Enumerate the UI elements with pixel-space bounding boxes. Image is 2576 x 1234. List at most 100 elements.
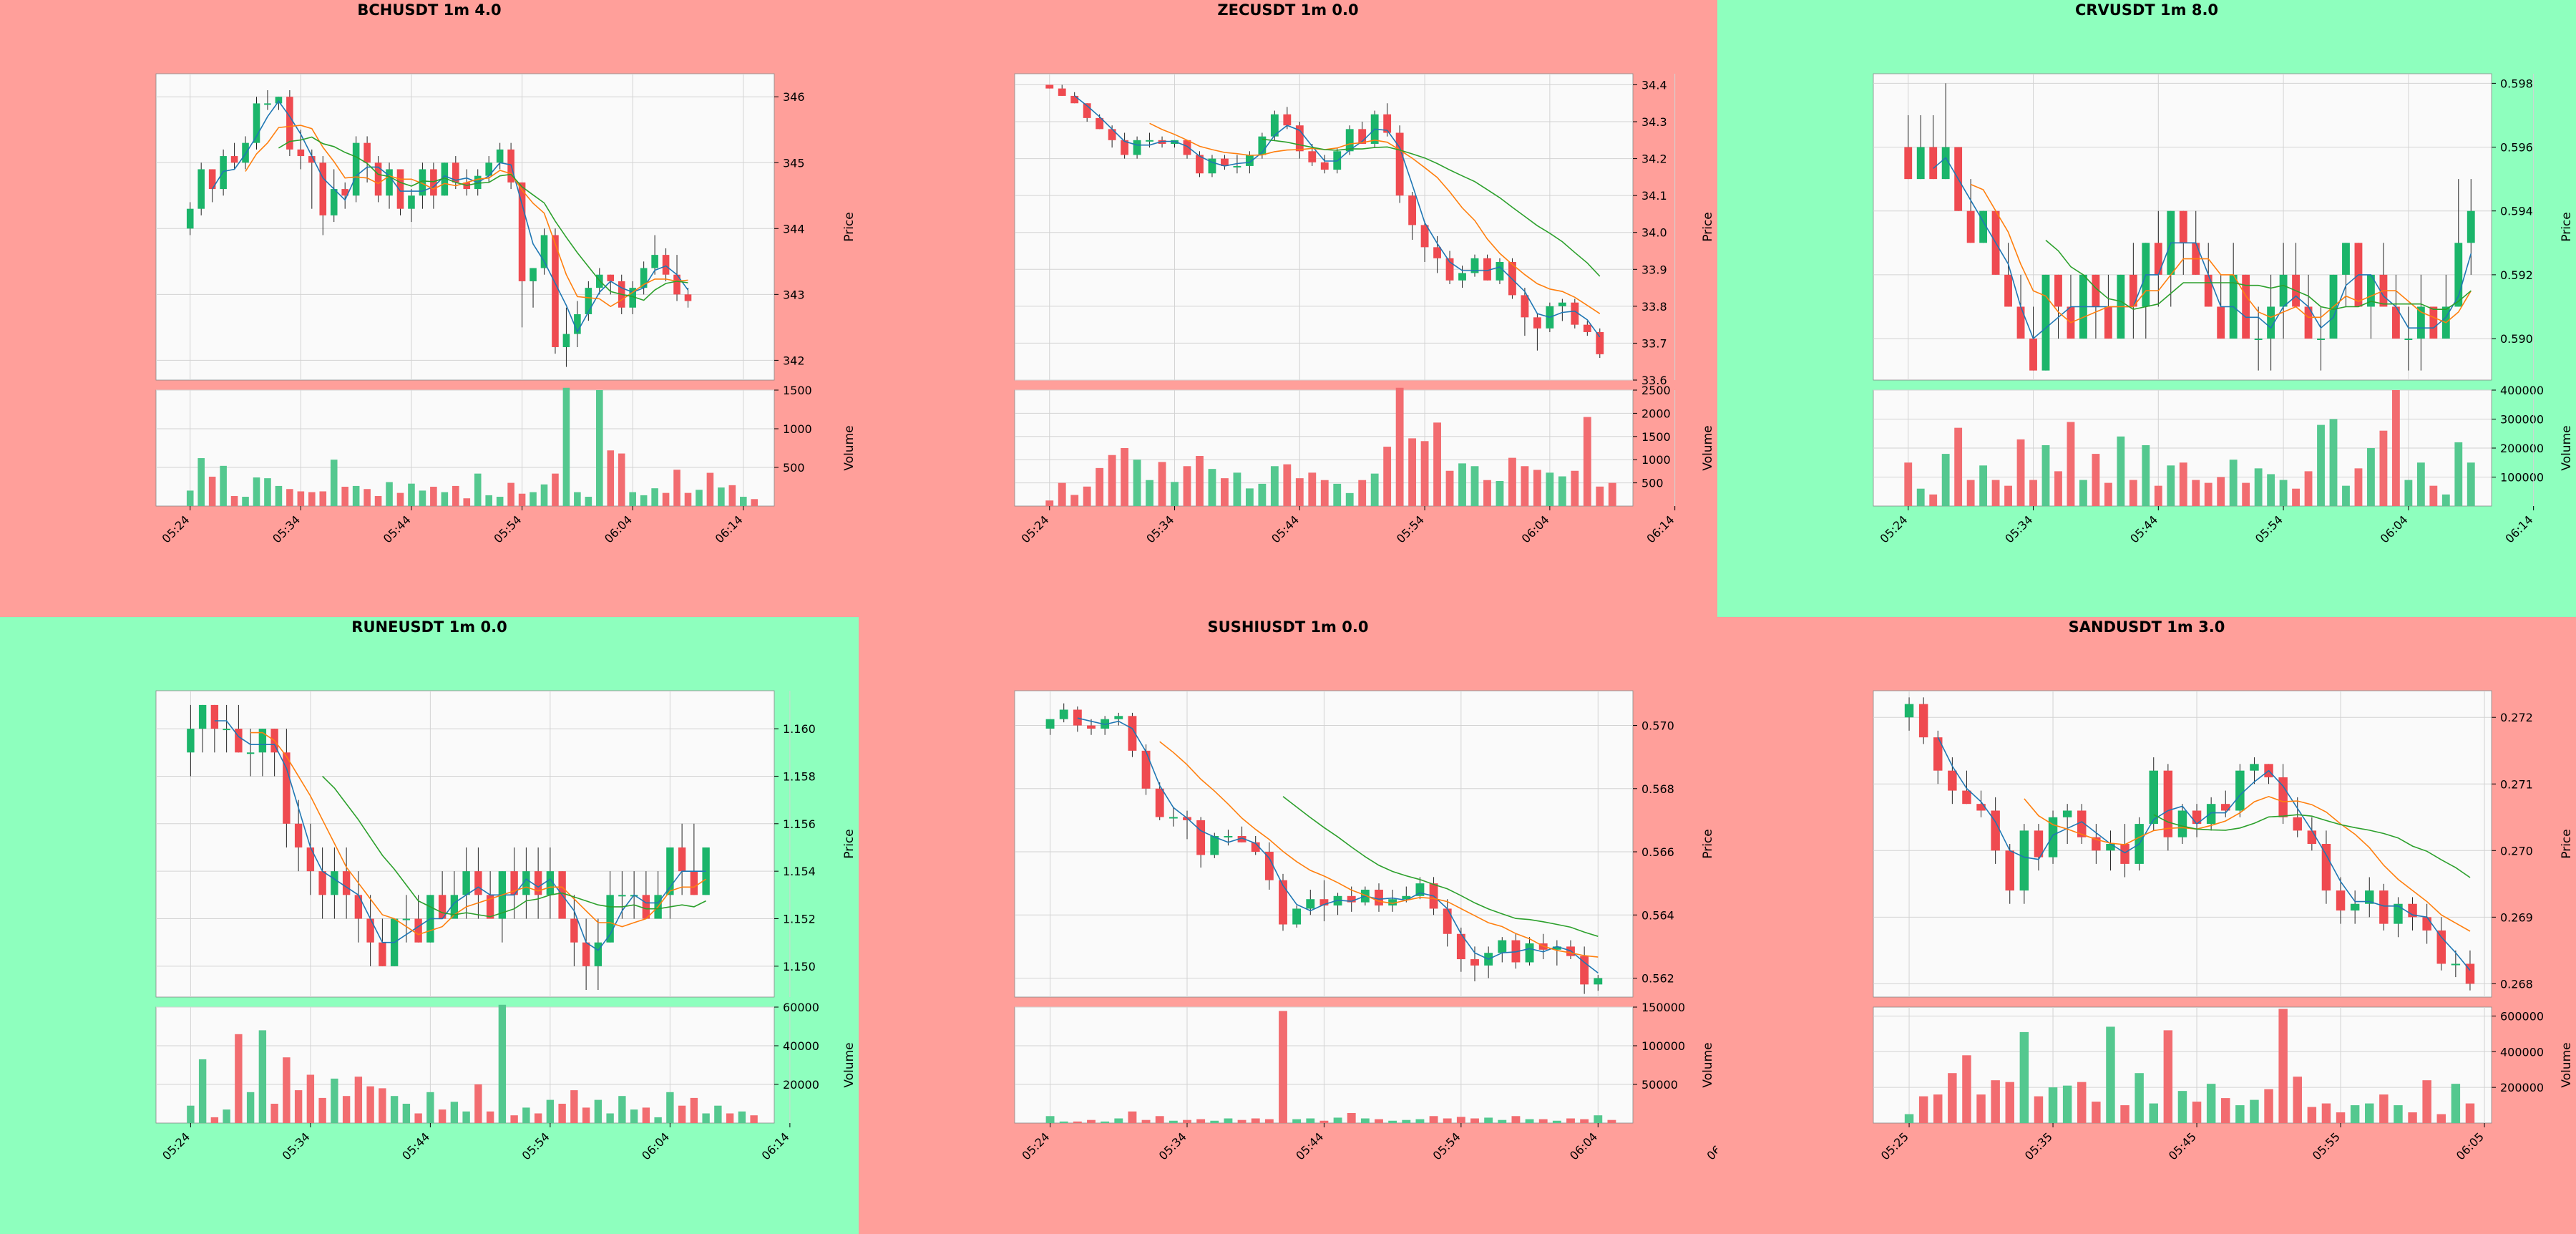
candle-up xyxy=(1458,273,1466,281)
candle-up xyxy=(419,169,426,196)
volume-bar xyxy=(696,490,703,506)
candle-up xyxy=(402,918,411,920)
volume-bar xyxy=(585,497,592,506)
candle-down xyxy=(2077,810,2087,837)
candle-up xyxy=(1979,210,1988,243)
volume-bar xyxy=(2217,477,2225,506)
volume-bar xyxy=(1571,470,1579,506)
candle-down xyxy=(2242,274,2250,339)
volume-bar xyxy=(1496,481,1504,506)
candle-up xyxy=(2250,764,2259,771)
candle-down xyxy=(366,918,374,943)
volume-bar xyxy=(2177,1091,2187,1123)
volume-bar xyxy=(673,470,680,506)
candlestick-chart: 0.590 0.592 0.594 0.596 0.598 100000 200000 300… xyxy=(1873,73,2574,545)
price-tick-label: 0.590 xyxy=(2500,332,2533,346)
candle-down xyxy=(1596,331,1604,354)
candle-up xyxy=(485,162,492,176)
candle-up xyxy=(441,162,449,196)
time-tick-label: 05:44 xyxy=(399,1129,432,1162)
candle-up xyxy=(2019,830,2029,891)
volume-bar xyxy=(1169,1120,1178,1123)
volume-axis-label: Volume xyxy=(2560,425,2574,470)
volume-bar xyxy=(2441,494,2450,506)
candle-up xyxy=(1306,899,1315,909)
time-tick-label: 05:24 xyxy=(160,1129,192,1162)
candle-up xyxy=(2206,804,2216,825)
volume-bar xyxy=(558,1104,566,1123)
candle-down xyxy=(2379,890,2389,924)
candle-up xyxy=(530,268,537,281)
volume-bar xyxy=(2467,462,2475,506)
price-tick-label: 1.152 xyxy=(783,913,816,926)
candle-up xyxy=(2416,306,2425,339)
volume-bar xyxy=(341,487,348,506)
volume-bar xyxy=(552,473,559,506)
time-tick-label: 05:24 xyxy=(160,512,192,545)
volume-bar xyxy=(1045,1116,1055,1123)
candle-down xyxy=(1155,788,1164,817)
candle-down xyxy=(2307,830,2317,844)
volume-bar xyxy=(1073,1121,1082,1123)
candle-down xyxy=(2054,274,2062,307)
volume-tick-label: 50000 xyxy=(1641,1078,1678,1092)
candle-up xyxy=(2254,339,2263,341)
volume-bar xyxy=(386,482,393,506)
volume-bar xyxy=(1171,482,1179,506)
volume-bar xyxy=(1245,488,1254,506)
volume-bar xyxy=(1108,455,1116,506)
price-tick-label: 0.562 xyxy=(1641,972,1674,986)
candle-down xyxy=(2293,817,2302,831)
volume-bar xyxy=(534,1113,542,1123)
volume-bar xyxy=(1333,483,1342,506)
price-axis-label: Price xyxy=(2560,829,2574,858)
time-tick-label: 06:04 xyxy=(1519,512,1552,545)
time-tick-label: 06:04 xyxy=(639,1129,672,1162)
candle-down xyxy=(1375,889,1383,906)
candle-up xyxy=(1224,835,1233,837)
volume-bar xyxy=(1484,1117,1493,1123)
volume-bar xyxy=(1941,454,1950,506)
volume-bar xyxy=(1388,1120,1397,1123)
volume-bar xyxy=(2379,430,2388,506)
volume-bar xyxy=(726,1113,734,1123)
volume-bar xyxy=(2416,462,2425,506)
candle-down xyxy=(379,942,386,966)
time-tick-label: 06:04 xyxy=(2378,512,2411,545)
volume-bar xyxy=(1208,469,1216,506)
candle-down xyxy=(1251,842,1260,852)
volume-tick-label: 40000 xyxy=(783,1039,819,1053)
volume-bar xyxy=(1470,466,1479,506)
price-axis-label: Price xyxy=(842,212,857,241)
price-tick-label: 33.7 xyxy=(1641,336,1667,350)
volume-bar xyxy=(706,472,714,506)
volume-tick-label: 300000 xyxy=(2500,413,2544,427)
candle-down xyxy=(1128,716,1137,751)
volume-bar xyxy=(1279,1011,1287,1123)
moving-average-line xyxy=(2045,239,2472,311)
volume-tick-label: 100000 xyxy=(1641,1039,1685,1053)
candle-down xyxy=(1320,162,1329,170)
time-tick-label: 05:34 xyxy=(270,512,303,545)
volume-bar xyxy=(1333,1117,1342,1123)
price-tick-label: 1.156 xyxy=(783,817,816,831)
price-plot-area xyxy=(1014,73,1634,381)
volume-bar xyxy=(1258,483,1267,506)
price-tick-label: 33.9 xyxy=(1641,263,1667,276)
volume-bar xyxy=(2005,1082,2014,1123)
volume-bar xyxy=(364,489,371,506)
price-tick-label: 33.8 xyxy=(1641,300,1667,314)
candle-up xyxy=(187,729,195,753)
volume-bar xyxy=(1429,1116,1438,1123)
volume-bar xyxy=(2092,1102,2101,1123)
price-axis-label: Price xyxy=(1701,829,1715,858)
volume-bar xyxy=(1101,1121,1110,1123)
volume-bar xyxy=(2117,436,2125,506)
volume-bar xyxy=(308,492,316,506)
volume-bar xyxy=(450,1102,459,1123)
candle-down xyxy=(1196,820,1206,855)
candle-down xyxy=(1533,317,1541,329)
candle-down xyxy=(2278,777,2288,817)
price-tick-label: 343 xyxy=(783,288,805,301)
candlestick-chart: 342 343 344 345 346 500 1000 1500 05:24 05:34 05:4… xyxy=(155,73,857,545)
